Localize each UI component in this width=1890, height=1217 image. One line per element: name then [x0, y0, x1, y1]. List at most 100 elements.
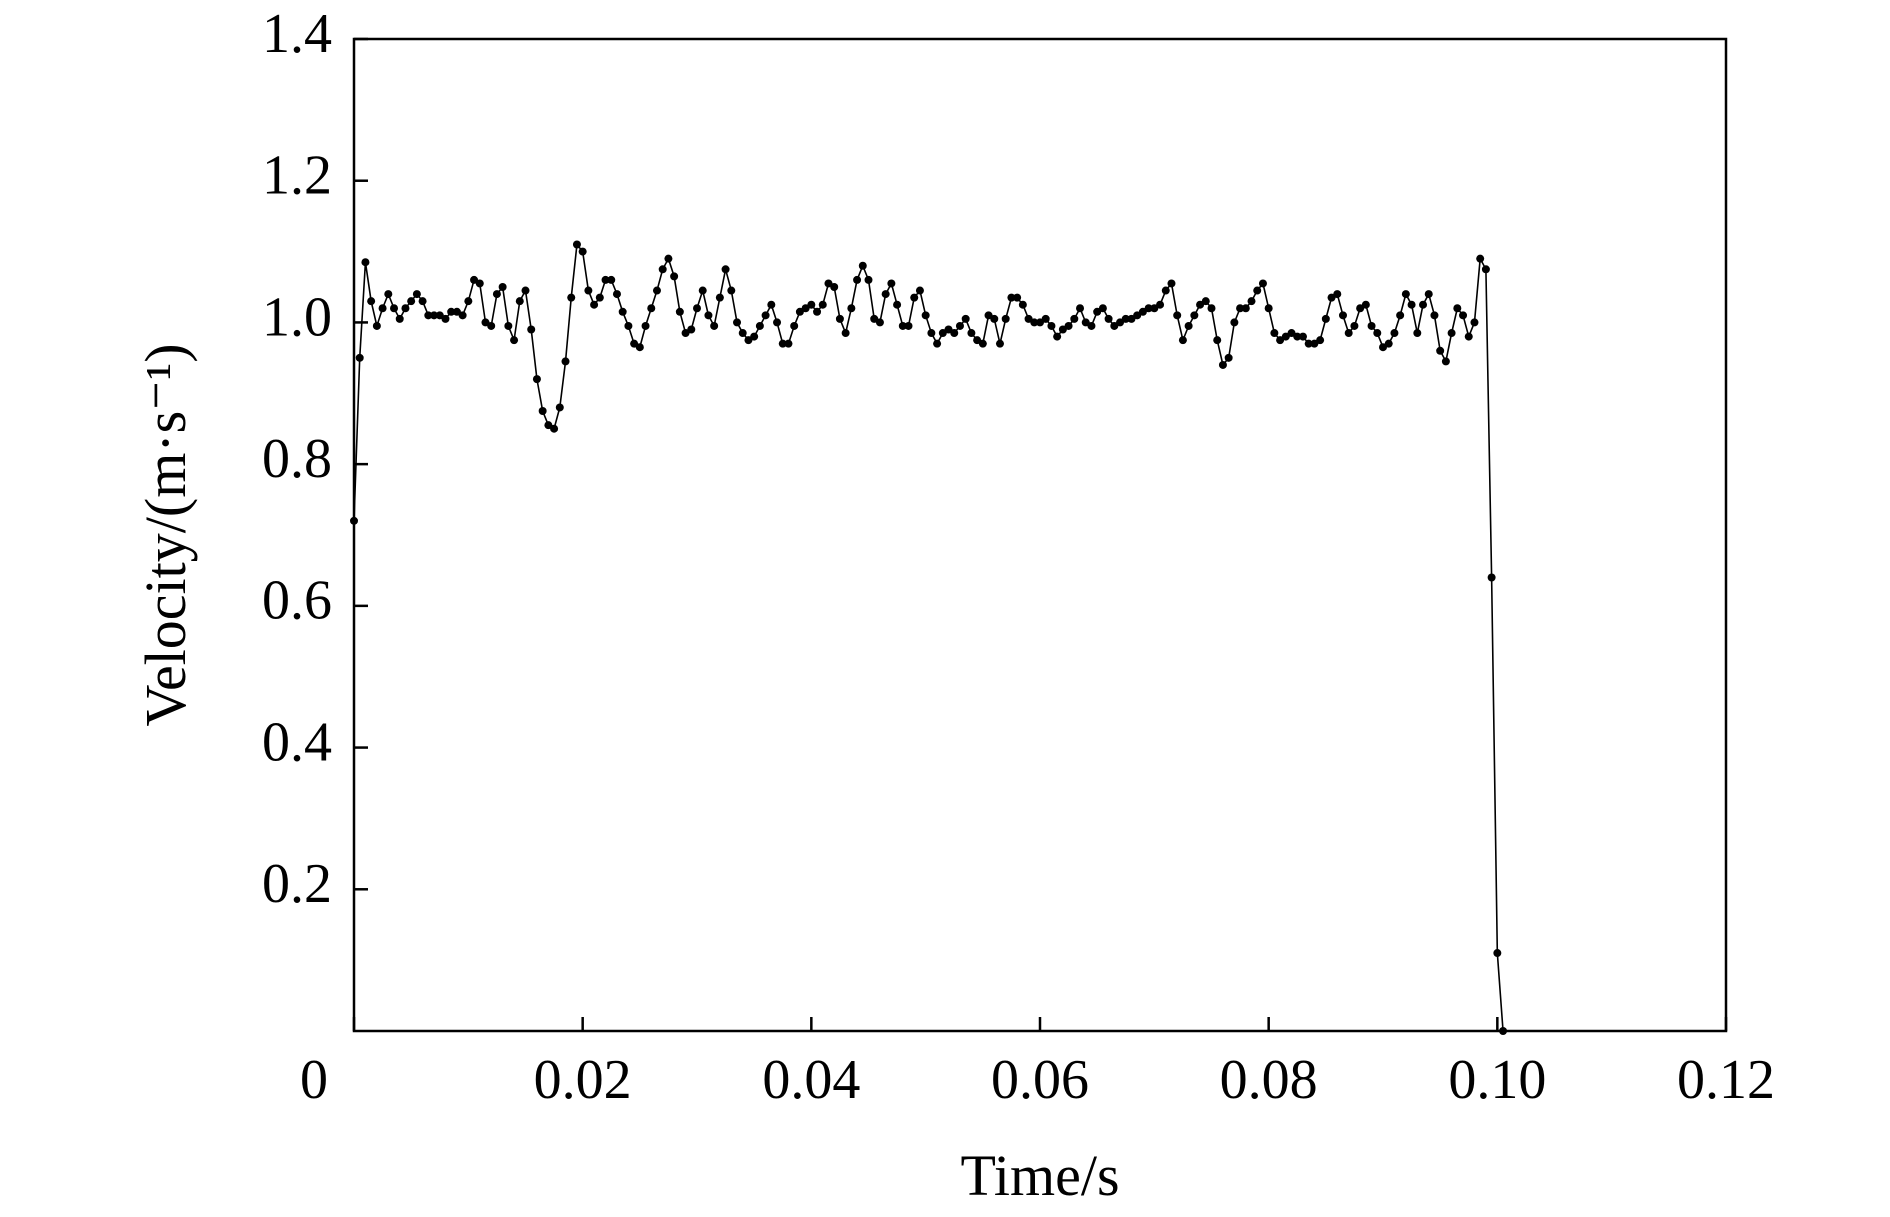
data-point: [875, 318, 884, 327]
data-point: [1264, 304, 1273, 313]
data-point: [1333, 290, 1342, 299]
data-point: [801, 304, 810, 313]
data-point: [367, 297, 376, 306]
data-point: [1024, 314, 1033, 323]
data-point: [1093, 307, 1102, 316]
data-point: [807, 300, 816, 309]
data-point: [378, 304, 387, 313]
data-point: [567, 293, 576, 302]
data-point: [658, 265, 667, 274]
data-point: [418, 297, 427, 306]
data-point: [447, 307, 456, 316]
data-point: [910, 293, 919, 302]
data-point: [1058, 325, 1067, 334]
data-point: [407, 297, 416, 306]
data-point: [967, 329, 976, 338]
data-point: [853, 275, 862, 284]
data-point: [664, 254, 673, 263]
data-point: [1150, 304, 1159, 313]
data-point: [1321, 314, 1330, 323]
data-point: [1276, 336, 1285, 345]
data-point: [475, 279, 484, 288]
data-point: [481, 318, 490, 327]
data-point: [715, 293, 724, 302]
data-point: [641, 321, 650, 330]
data-point: [532, 375, 541, 384]
data-point: [1110, 321, 1119, 330]
data-point: [1236, 304, 1245, 313]
data-point: [635, 343, 644, 352]
data-point: [698, 286, 707, 295]
data-point: [1161, 286, 1170, 295]
data-point: [647, 304, 656, 313]
data-point: [607, 275, 616, 284]
data-point: [955, 321, 964, 330]
data-point: [350, 516, 358, 525]
data-point: [435, 311, 444, 320]
data-point: [1464, 332, 1473, 341]
data-point: [755, 321, 764, 330]
data-point: [1487, 573, 1496, 582]
data-point: [984, 311, 993, 320]
data-point: [1218, 360, 1227, 369]
data-point: [830, 283, 839, 291]
data-point: [773, 318, 782, 327]
data-point: [1419, 300, 1428, 309]
data-point: [1316, 336, 1325, 345]
data-point: [727, 286, 736, 295]
data-point: [1413, 329, 1422, 338]
data-point: [1098, 304, 1107, 313]
data-point: [1224, 353, 1233, 362]
data-point: [1459, 311, 1468, 320]
data-point: [527, 325, 536, 334]
data-point: [538, 407, 547, 415]
data-point: [1081, 318, 1090, 327]
y-tick-label: 0.4: [262, 711, 332, 773]
data-point: [601, 275, 610, 284]
data-point: [624, 321, 633, 330]
data-point: [498, 283, 507, 291]
data-point: [1373, 329, 1382, 338]
data-point: [1127, 314, 1136, 323]
data-point: [1207, 304, 1216, 313]
data-point: [904, 321, 913, 330]
data-point: [590, 300, 599, 309]
data-point: [1310, 339, 1319, 348]
data-point: [630, 339, 639, 348]
data-line: [353, 242, 1504, 1032]
data-point: [950, 329, 959, 338]
y-axis-label: Velocity/(m·s⁻¹): [133, 343, 198, 726]
data-point: [1133, 311, 1142, 320]
data-point: [1036, 318, 1044, 327]
data-point: [1030, 318, 1039, 327]
data-point: [1453, 304, 1462, 313]
data-point: [1104, 314, 1113, 323]
data-point: [995, 339, 1004, 348]
data-point: [430, 311, 439, 320]
data-point: [1196, 300, 1205, 309]
data-point: [572, 240, 581, 249]
data-point: [1190, 311, 1199, 320]
data-point: [933, 339, 942, 348]
data-point: [1327, 293, 1336, 302]
data-point: [544, 421, 553, 430]
data-point: [1281, 332, 1290, 341]
x-tick-label: 0.08: [1220, 1049, 1318, 1111]
data-point: [1070, 314, 1079, 323]
data-point: [1013, 293, 1022, 302]
data-point: [395, 314, 404, 323]
x-tick-label: 0.12: [1677, 1049, 1775, 1111]
data-point: [927, 329, 936, 338]
x-tick-label: 0: [300, 1049, 328, 1111]
data-point: [464, 297, 473, 306]
data-point: [1361, 300, 1370, 309]
data-point: [670, 272, 679, 281]
data-point: [1087, 321, 1096, 330]
data-point: [847, 304, 856, 313]
data-point: [492, 290, 501, 299]
data-point: [961, 314, 970, 323]
data-point: [1253, 286, 1262, 295]
data-point: [1390, 329, 1399, 338]
data-point: [1344, 329, 1353, 338]
data-point: [938, 329, 947, 338]
